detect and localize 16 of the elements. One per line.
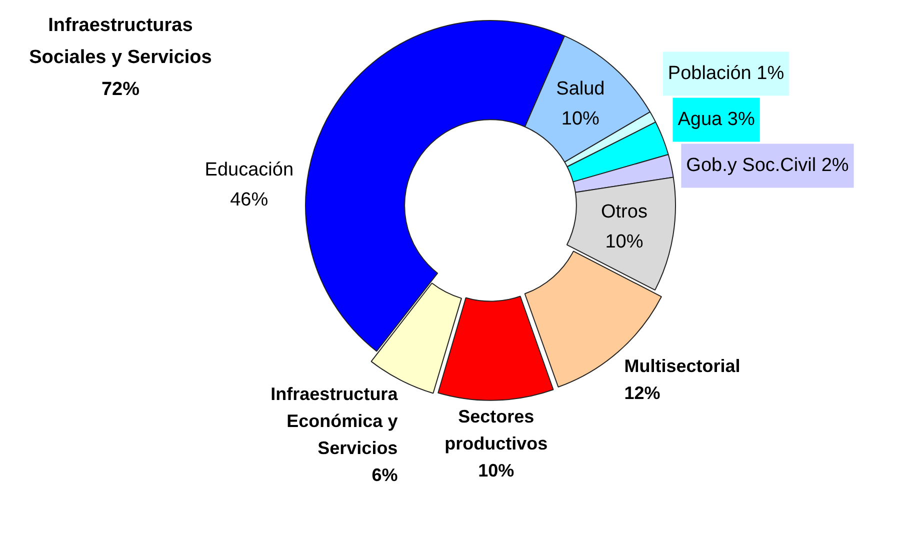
slice-label: Población 1% <box>668 63 784 84</box>
slice-label: Otros <box>600 201 648 222</box>
slice-label: Sectores productivos <box>444 406 548 454</box>
slice-label: Agua 3% <box>678 109 755 130</box>
data-label: 10% <box>478 460 514 480</box>
data-label: 6% <box>372 465 398 486</box>
data-label: 10% <box>605 231 644 252</box>
text: Infraestructuras Sociales y Servicios 72% <box>28 14 213 102</box>
slice-label: Infraestructura Económica y Servicios <box>270 384 399 458</box>
slice-label: Multisectorial <box>624 356 740 376</box>
data-label: 10% <box>561 108 600 130</box>
slice-label: Educación <box>204 160 294 181</box>
data-label: 12% <box>624 383 660 404</box>
slice-label: Salud <box>556 78 605 100</box>
slice-label: Gob.y Soc.Civil 2% <box>686 155 849 176</box>
data-label: 46% <box>230 190 268 211</box>
